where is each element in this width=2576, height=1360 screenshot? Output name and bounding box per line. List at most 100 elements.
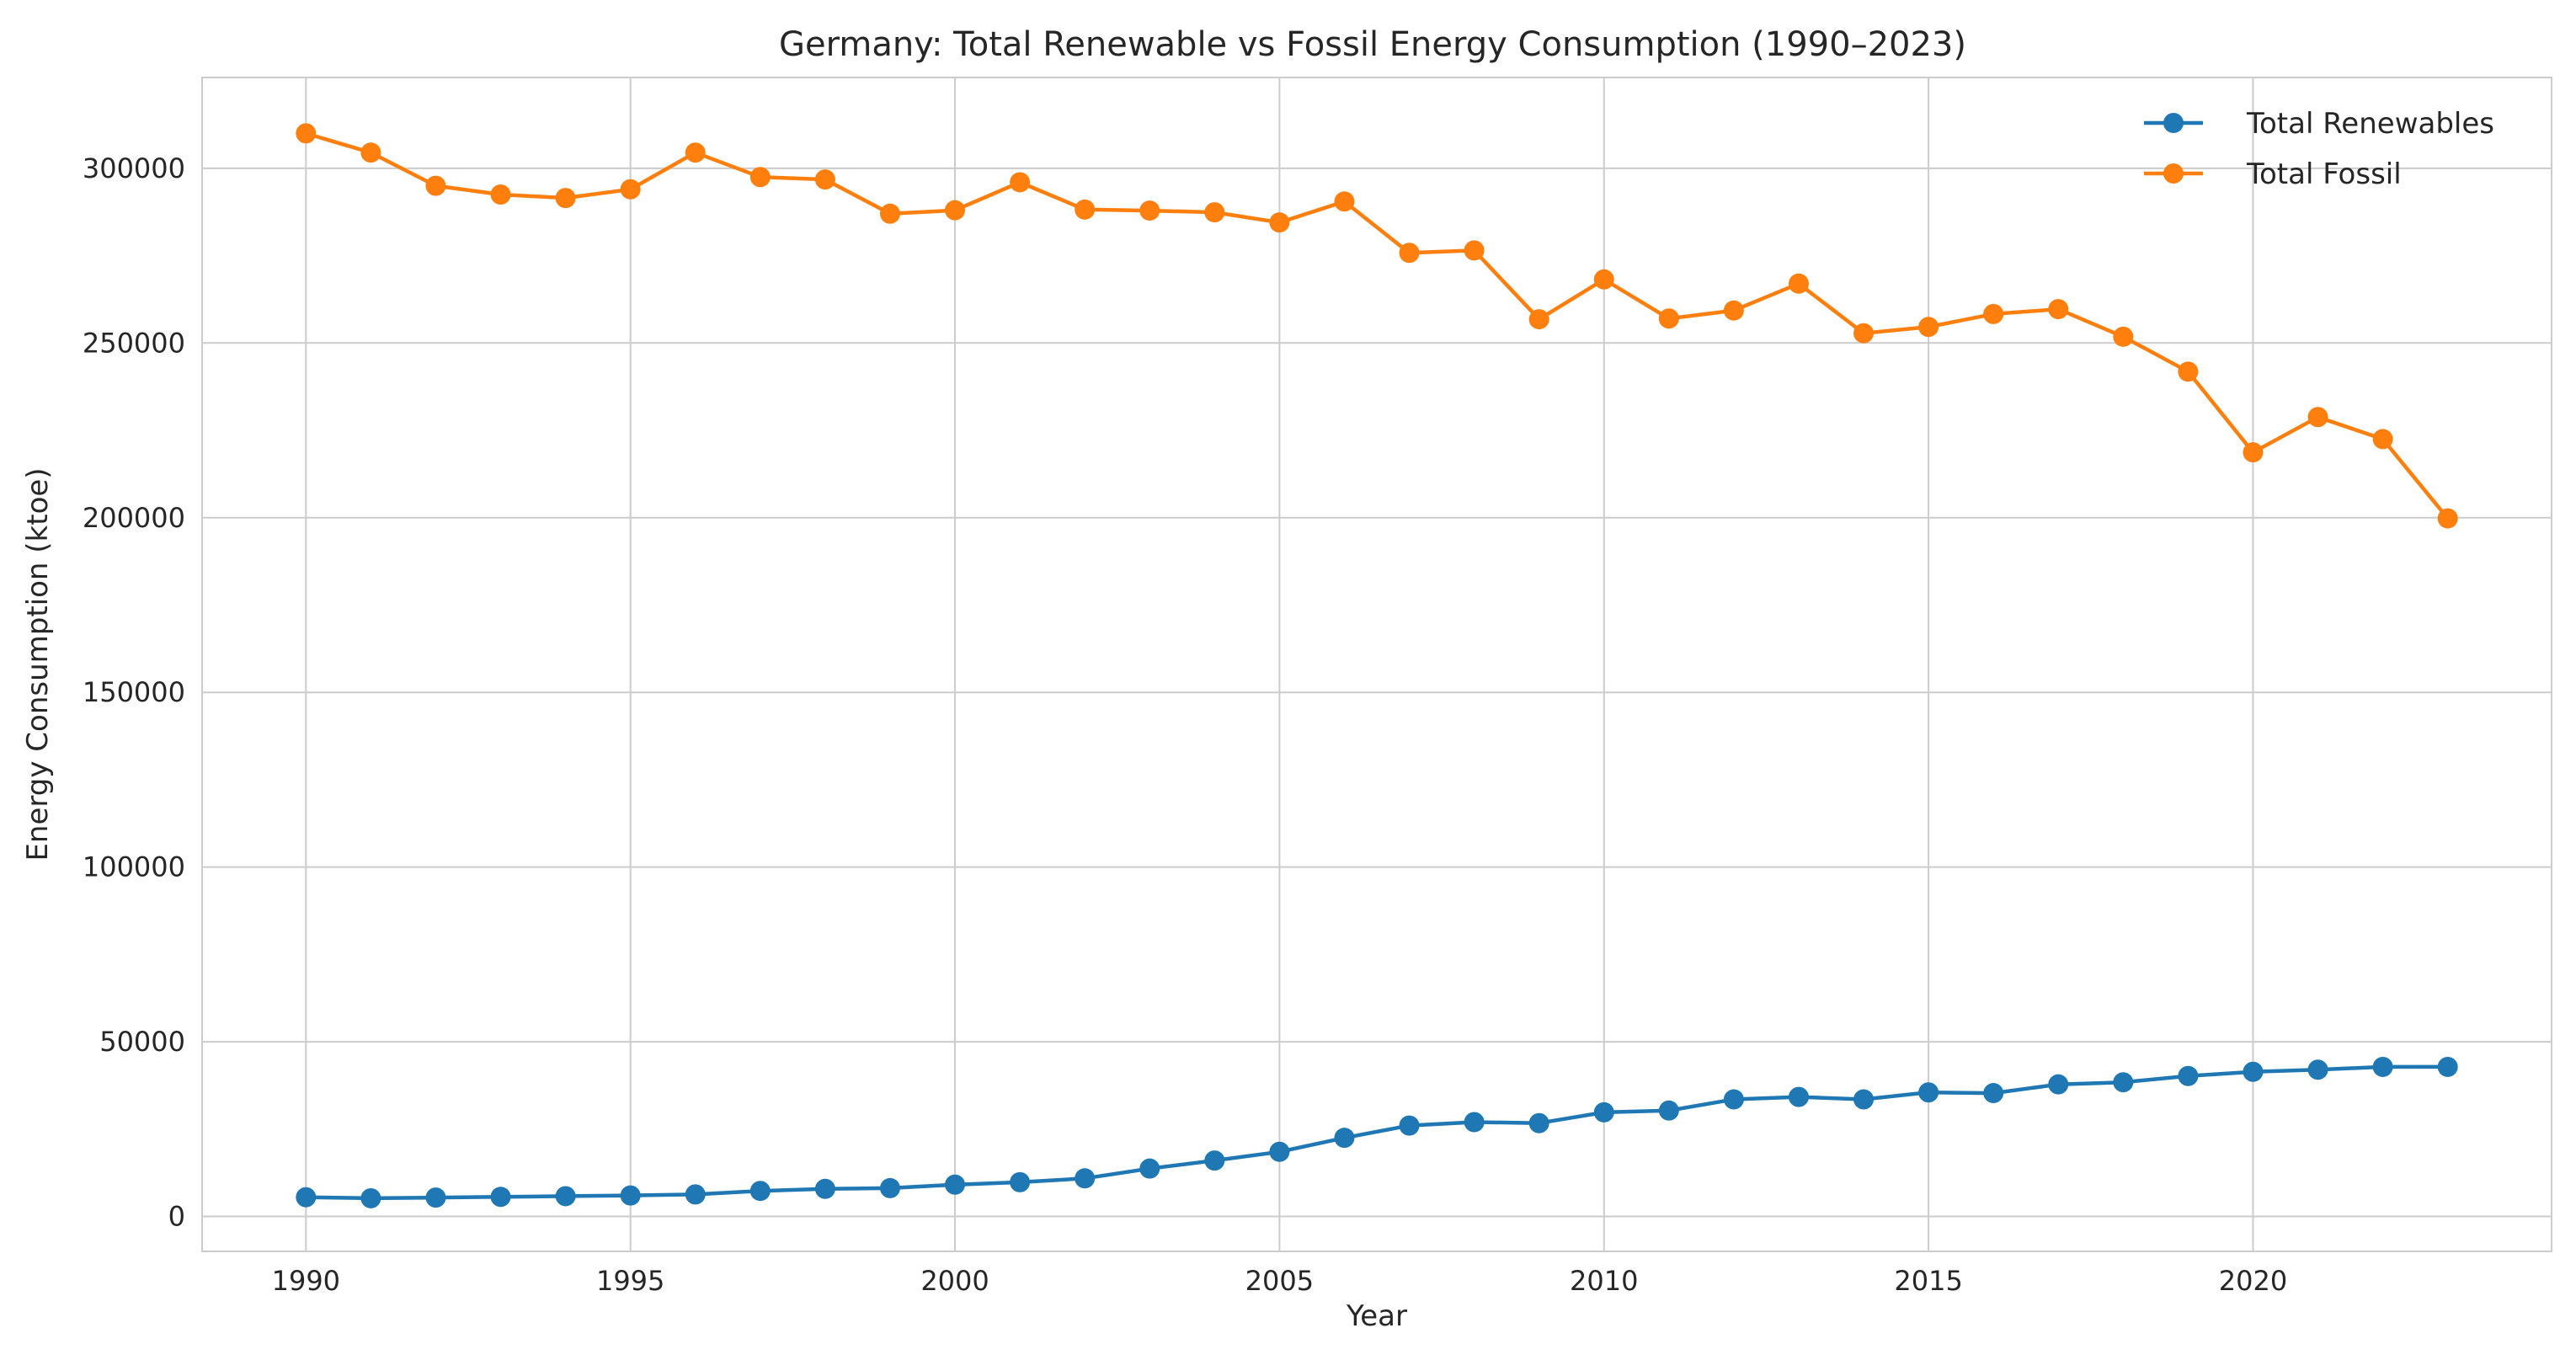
y-tick-label: 150000 — [83, 676, 185, 708]
data-point — [2307, 407, 2328, 428]
x-tick-label: 1990 — [272, 1265, 340, 1297]
data-point — [620, 179, 641, 200]
series-group — [296, 123, 2458, 1208]
legend-item: Total Fossil — [2144, 157, 2402, 191]
data-point — [2178, 1065, 2199, 1086]
data-point — [2243, 442, 2264, 463]
x-tick-label: 2010 — [1570, 1265, 1638, 1297]
data-point — [1918, 317, 1939, 338]
data-point — [1334, 191, 1355, 212]
legend-marker — [2163, 113, 2184, 133]
data-point — [2437, 508, 2458, 529]
data-point — [1204, 1150, 1225, 1171]
data-point — [1528, 309, 1549, 330]
series-1 — [296, 123, 2458, 529]
data-point — [296, 123, 317, 144]
chart-title: Germany: Total Renewable vs Fossil Energ… — [779, 25, 1966, 64]
data-point — [1853, 323, 1875, 344]
y-axis-ticks: 0 50000 100000 150000 200000 250000 300000 — [83, 152, 185, 1233]
data-point — [945, 1174, 966, 1195]
data-point — [1788, 273, 1809, 294]
data-point — [620, 1185, 641, 1206]
data-point — [2307, 1059, 2328, 1080]
x-tick-label: 1995 — [596, 1265, 664, 1297]
data-point — [1269, 212, 1290, 233]
y-tick-label: 200000 — [83, 502, 185, 534]
data-point — [2048, 1074, 2069, 1095]
data-point — [1075, 1168, 1096, 1189]
data-point — [1593, 1101, 1614, 1123]
y-tick-label: 250000 — [83, 327, 185, 359]
data-point — [1139, 1158, 1160, 1179]
gridlines — [202, 77, 2552, 1251]
data-point — [685, 142, 706, 163]
data-point — [425, 1187, 446, 1208]
x-axis-title: Year — [1346, 1299, 1407, 1333]
data-point — [814, 1178, 835, 1199]
data-point — [1528, 1112, 1549, 1133]
data-point — [814, 169, 835, 190]
data-point — [879, 203, 900, 224]
data-point — [879, 1177, 900, 1198]
x-tick-label: 2005 — [1245, 1265, 1314, 1297]
y-tick-label: 300000 — [83, 152, 185, 184]
series-0 — [296, 1056, 2458, 1208]
data-point — [360, 1187, 381, 1208]
data-point — [2178, 361, 2199, 382]
data-point — [1658, 308, 1679, 329]
data-point — [2243, 1061, 2264, 1082]
data-point — [1593, 269, 1614, 290]
legend-label: Total Fossil — [2246, 157, 2402, 191]
data-point — [296, 1187, 317, 1208]
legend-label: Total Renewables — [2246, 107, 2494, 141]
data-point — [1464, 240, 1485, 261]
data-point — [749, 167, 771, 188]
data-point — [749, 1181, 771, 1202]
data-point — [2437, 1056, 2458, 1077]
x-tick-label: 2015 — [1894, 1265, 1962, 1297]
data-point — [2113, 1072, 2134, 1093]
data-point — [685, 1184, 706, 1205]
plot-frame — [201, 77, 2552, 1252]
y-tick-label: 50000 — [99, 1026, 185, 1058]
legend: Total Renewables Total Fossil — [2144, 107, 2494, 191]
data-point — [425, 175, 446, 196]
x-tick-label: 2000 — [920, 1265, 989, 1297]
data-point — [1139, 200, 1160, 221]
data-point — [1464, 1112, 1485, 1133]
data-point — [490, 184, 511, 205]
data-point — [1723, 1089, 1744, 1110]
y-tick-label: 0 — [168, 1201, 185, 1233]
series-line — [305, 131, 2450, 520]
data-point — [1010, 1171, 1031, 1192]
data-point — [945, 200, 966, 221]
data-point — [1269, 1141, 1290, 1162]
data-point — [1204, 202, 1225, 223]
legend-marker — [2163, 163, 2184, 184]
data-point — [1075, 199, 1096, 220]
x-tick-label: 2020 — [2219, 1265, 2287, 1297]
data-point — [1399, 243, 1420, 264]
x-axis-ticks: 1990 1995 2000 2005 2010 2015 2020 — [272, 1265, 2288, 1297]
data-point — [360, 142, 381, 163]
data-point — [1853, 1089, 1875, 1110]
data-point — [1334, 1128, 1355, 1149]
data-point — [1723, 300, 1744, 321]
data-point — [2113, 326, 2134, 347]
data-point — [1010, 172, 1031, 193]
data-point — [1918, 1082, 1939, 1103]
data-point — [555, 1186, 576, 1207]
data-point — [490, 1187, 511, 1208]
y-axis-title: Energy Consumption (ktoe) — [21, 467, 55, 861]
data-point — [555, 188, 576, 209]
data-point — [2048, 299, 2069, 320]
legend-item: Total Renewables — [2144, 107, 2494, 141]
series-line — [306, 1064, 2448, 1201]
data-point — [1983, 1083, 2004, 1104]
y-tick-label: 100000 — [83, 851, 185, 883]
data-point — [2372, 1056, 2393, 1077]
data-point — [2372, 429, 2393, 450]
data-point — [1788, 1086, 1809, 1107]
data-point — [1983, 303, 2004, 324]
